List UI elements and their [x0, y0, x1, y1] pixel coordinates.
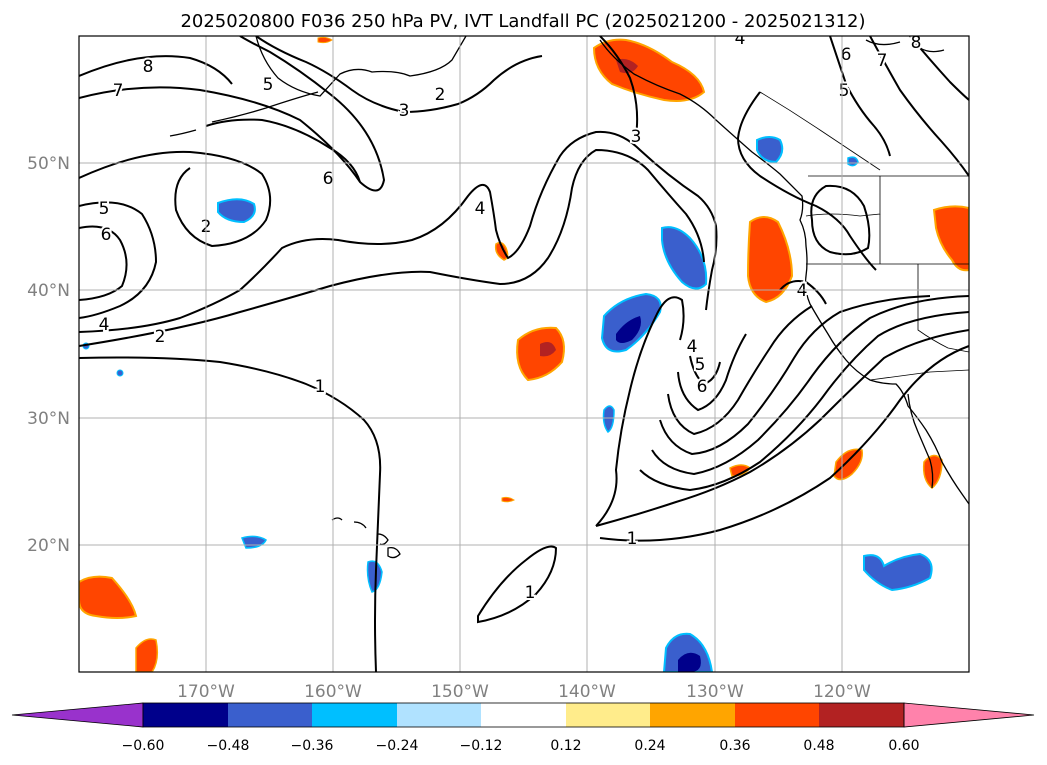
lon-label: 140°W — [558, 682, 616, 702]
anomaly-negative — [116, 369, 124, 377]
anomaly-negative — [847, 156, 859, 167]
lon-label: 130°W — [686, 682, 744, 702]
contour-label: 2 — [155, 327, 166, 347]
colorbar-bin — [397, 703, 481, 727]
lon-label: 160°W — [304, 682, 362, 702]
colorbar-tick-label: 0.36 — [719, 738, 750, 754]
anomaly-positive — [501, 496, 515, 503]
contour-label: 3 — [631, 127, 642, 147]
colorbar-ticks: −0.60 −0.48 −0.36 −0.24 −0.12 0.12 0.24 … — [122, 738, 920, 754]
pv-contours — [79, 36, 969, 672]
colorbar-extend-low — [11, 702, 144, 728]
contour-label: 5 — [99, 199, 110, 219]
lon-label: 120°W — [813, 682, 871, 702]
anomaly-negative-core — [678, 652, 701, 672]
anomaly-negative — [602, 405, 615, 434]
map-title: 2025020800 F036 250 hPa PV, IVT Landfall… — [180, 11, 865, 32]
anomaly-positive — [317, 36, 333, 44]
colorbar-bin — [735, 703, 819, 727]
contour-label: 8 — [143, 57, 154, 77]
contour-label: 6 — [101, 225, 112, 245]
contour-label: 1 — [525, 583, 536, 603]
colorbar-tick-label: −0.48 — [207, 738, 250, 754]
contour-label: 3 — [399, 101, 410, 121]
colorbar-bin — [566, 703, 650, 727]
colorbar-bin — [228, 703, 312, 727]
anomaly-negative — [863, 552, 933, 592]
contour-label: 1 — [627, 529, 638, 549]
anomaly-positive — [135, 638, 159, 672]
map-panel: 8 7 5 6 4 2 5 3 2 6 2 4 1 3 4 5 6 1 1 4 — [78, 29, 970, 673]
map-frame — [78, 35, 970, 673]
contour-label: 4 — [735, 29, 746, 49]
gridlines — [79, 36, 969, 672]
colorbar-tick-label: 0.60 — [888, 738, 919, 754]
anomaly-positive — [932, 205, 969, 272]
contour-label: 6 — [323, 169, 334, 189]
shaded-anomalies — [79, 36, 969, 672]
lon-label: 150°W — [431, 682, 489, 702]
colorbar-extend-high — [903, 702, 1035, 728]
lon-labels: 170°W 160°W 150°W 140°W 130°W 120°W — [177, 682, 871, 702]
anomaly-positive — [592, 38, 706, 102]
colorbar-bin — [650, 703, 735, 727]
contour-label: 7 — [877, 51, 888, 71]
contour-label: 5 — [695, 355, 706, 375]
contour-label: 8 — [911, 33, 922, 53]
contour-label: 6 — [697, 377, 708, 397]
anomaly-positive — [833, 448, 864, 481]
contour-label: 5 — [263, 75, 274, 95]
lat-label: 40°N — [27, 281, 70, 301]
colorbar-bin — [143, 703, 228, 727]
contour-label: 1 — [315, 377, 326, 397]
lat-label: 50°N — [27, 154, 70, 174]
contour-label: 5 — [839, 81, 850, 101]
anomaly-positive — [79, 575, 138, 619]
anomaly-negative — [756, 136, 784, 164]
anomaly-negative — [217, 198, 256, 224]
contour-label: 4 — [99, 315, 110, 335]
coastlines — [169, 36, 969, 559]
contour-labels: 8 7 5 6 4 2 5 3 2 6 2 4 1 3 4 5 6 1 1 4 — [97, 29, 924, 605]
contour-label: 4 — [797, 281, 808, 301]
colorbar-tick-label: 0.48 — [803, 738, 834, 754]
colorbar-tick-label: −0.60 — [122, 738, 165, 754]
contour-label: 4 — [475, 199, 486, 219]
anomaly-negative-core — [616, 316, 641, 343]
colorbar-tick-label: 0.12 — [550, 738, 581, 754]
contour-label: 4 — [687, 337, 698, 357]
colorbar-bin — [819, 703, 904, 727]
contour-label: 7 — [113, 81, 124, 101]
colorbar-tick-label: −0.24 — [376, 738, 419, 754]
colorbar-bin — [481, 703, 566, 727]
lat-label: 30°N — [27, 409, 70, 429]
colorbar-tick-label: −0.36 — [291, 738, 334, 754]
anomaly-negative — [661, 226, 708, 290]
contour-label: 2 — [435, 85, 446, 105]
colorbar-tick-label: −0.12 — [460, 738, 503, 754]
lat-label: 20°N — [27, 536, 70, 556]
colorbar-tick-label: 0.24 — [634, 738, 665, 754]
lon-label: 170°W — [177, 682, 235, 702]
anomaly-positive-core — [540, 342, 556, 357]
lat-labels: 50°N 40°N 30°N 20°N — [27, 154, 70, 556]
colorbar: −0.60 −0.48 −0.36 −0.24 −0.12 0.12 0.24 … — [11, 702, 1035, 754]
colorbar-bin — [312, 703, 397, 727]
anomaly-positive — [746, 216, 794, 304]
